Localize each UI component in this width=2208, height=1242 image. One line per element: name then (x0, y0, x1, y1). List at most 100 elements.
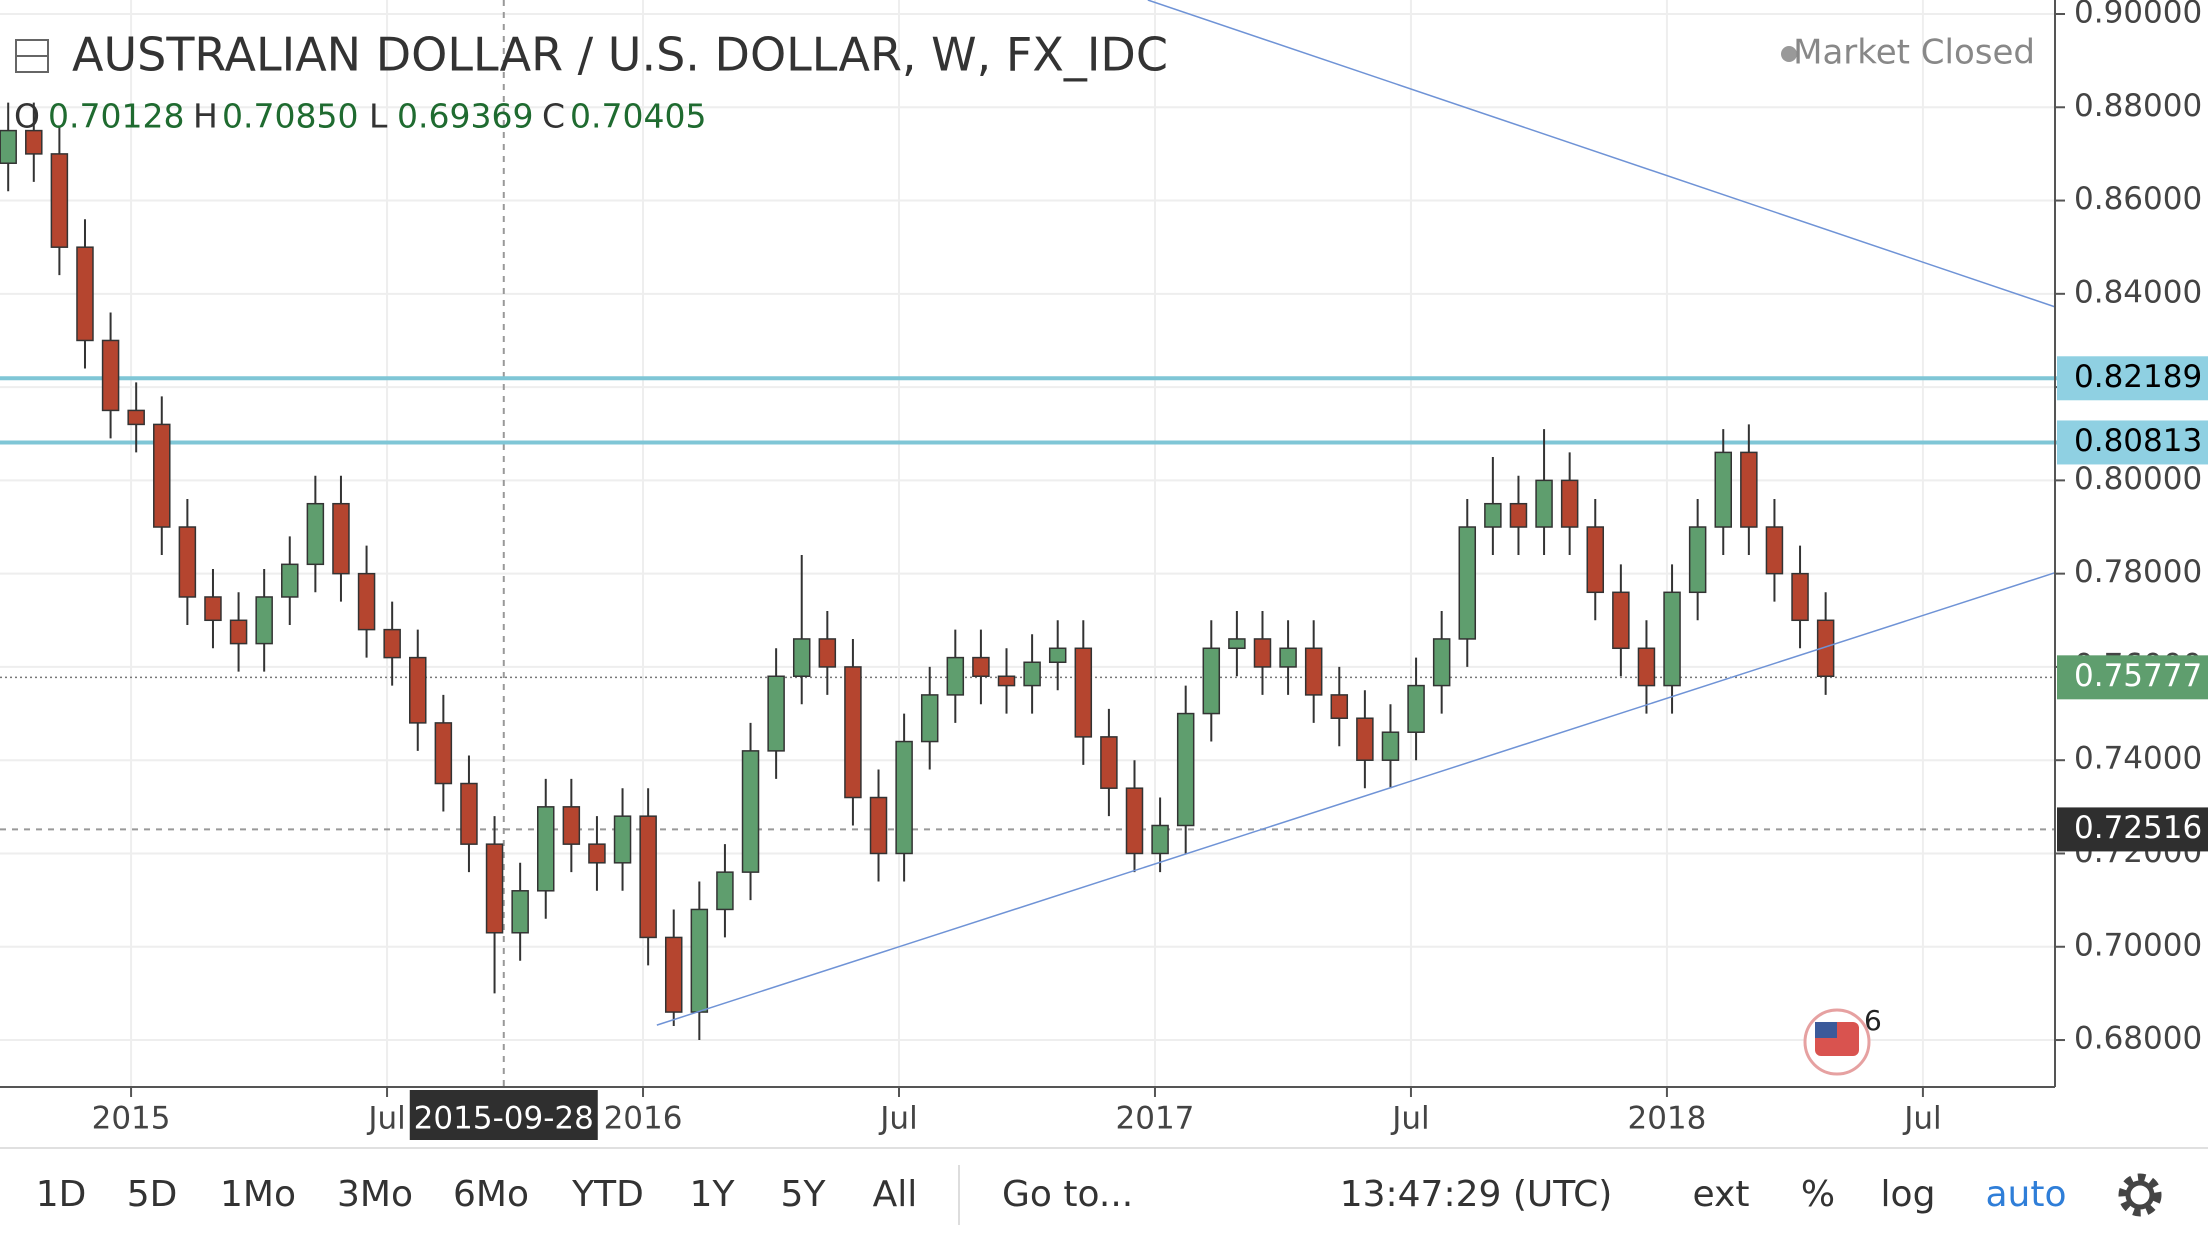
candle-body (127, 409, 145, 426)
candle-body (1074, 647, 1093, 738)
option-button[interactable]: log (1881, 1174, 1936, 1215)
goto-button[interactable]: Go to... (1002, 1174, 1133, 1215)
candle-body (409, 656, 427, 724)
candle-body (1279, 647, 1297, 668)
candle-body (1484, 502, 1502, 528)
candle-body (1228, 638, 1246, 650)
candle-body (972, 656, 990, 678)
last-price-tag: 0.75777 (2074, 658, 2202, 694)
crosshair-date: 2015-09-28 (414, 1101, 594, 1137)
legend-value: 0.70128 (48, 97, 184, 136)
plot (0, 0, 2208, 1087)
ohlc-legend: O 0.70128 H 0.70850 L 0.69369 C 0.70405 (14, 97, 706, 136)
candle-body (306, 502, 325, 566)
option-button[interactable]: auto (1985, 1174, 2066, 1215)
candle-body (1432, 638, 1451, 687)
candle-body (639, 815, 657, 939)
candle-body (0, 129, 17, 164)
option-button[interactable]: % (1801, 1174, 1835, 1215)
clock: 13:47:29 (UTC) (1340, 1174, 1613, 1215)
candle-body (383, 628, 401, 659)
candle-body (357, 572, 376, 631)
y-tick-label: 0.70000 (2074, 927, 2202, 963)
candle-body (1714, 451, 1733, 528)
candle-body (1535, 479, 1553, 528)
candle-body (76, 246, 94, 342)
candle-body (1740, 451, 1758, 528)
candle-body (920, 694, 939, 743)
candle-body (1612, 591, 1630, 650)
x-tick-label: 2015 (92, 1101, 171, 1137)
range-button[interactable]: 6Mo (453, 1174, 529, 1215)
candle-body (869, 796, 888, 855)
candle-body (1125, 787, 1144, 855)
candle-body (1663, 591, 1681, 687)
range-button[interactable]: 1Mo (220, 1174, 296, 1215)
badge-count: 6 (1864, 1004, 1882, 1037)
candle-body (1765, 526, 1784, 575)
range-button[interactable]: 1Y (690, 1174, 736, 1215)
candle-body (1791, 572, 1809, 622)
range-button[interactable]: 1D (36, 1174, 87, 1215)
level-tag: 0.82189 (2074, 359, 2202, 395)
range-button[interactable]: All (873, 1174, 918, 1215)
candle-body (588, 843, 606, 864)
candle-body (101, 339, 120, 412)
candle-body (946, 656, 965, 696)
range-button[interactable]: 5D (127, 1174, 178, 1215)
candle-body (792, 638, 811, 678)
x-tick-label: Jul (1902, 1101, 1941, 1137)
candle-body (716, 871, 734, 911)
range-button[interactable]: 5Y (781, 1174, 827, 1215)
range-button[interactable]: YTD (571, 1174, 644, 1215)
candle-body (997, 675, 1016, 687)
badge-flag-canton (1815, 1022, 1837, 1038)
candle-body (1458, 526, 1477, 640)
candle-body (204, 596, 222, 622)
candle-body (1176, 712, 1195, 827)
candle-body (1560, 479, 1579, 528)
candle-body (25, 129, 43, 155)
candle-body (50, 153, 69, 248)
candle-body (1381, 731, 1400, 761)
candle-body (536, 806, 555, 892)
y-tick-label: 0.90000 (2074, 0, 2202, 30)
candle-body (690, 908, 709, 1013)
trend-line[interactable] (656, 572, 2056, 1026)
candle-body (460, 782, 478, 845)
gear-ring (2125, 1180, 2155, 1210)
legend-value: 0.69369 (397, 97, 533, 136)
market-status: Market Closed (1793, 33, 2035, 73)
candle-body (434, 722, 453, 785)
option-button[interactable]: ext (1693, 1174, 1750, 1215)
legend-key: C (542, 97, 565, 136)
candle-body (485, 843, 504, 934)
settings-gear[interactable] (2118, 1173, 2162, 1217)
x-tick-label: 2017 (1116, 1101, 1195, 1137)
candle-body (741, 750, 760, 873)
gear-teeth[interactable] (2118, 1173, 2162, 1217)
events-badge[interactable]: 6 (1803, 1004, 1882, 1076)
crosshair-price-tag-box (2057, 807, 2208, 852)
x-tick-label: Jul (878, 1101, 917, 1137)
candle-body (281, 563, 299, 598)
toolbar: 1D 5D 1Mo 3Mo 6Mo YTD 1Y 5Y All Go to... 13:47:29 … (36, 1174, 2067, 1215)
candle-body (1100, 736, 1118, 789)
y-tick-label: 0.80000 (2074, 461, 2202, 497)
candle-body (1048, 647, 1067, 664)
trend-line[interactable] (1147, 0, 2056, 308)
level-tag: 0.80813 (2074, 423, 2202, 459)
candle-body (1253, 638, 1272, 668)
candle-body (1816, 619, 1835, 678)
candle-body (1023, 661, 1041, 687)
candle-body (332, 502, 350, 575)
level-tag-box (2057, 420, 2208, 465)
candle-body (178, 526, 197, 598)
range-button[interactable]: 3Mo (337, 1174, 413, 1215)
x-tick-label: 2018 (1627, 1101, 1706, 1137)
candle-body (1688, 526, 1707, 594)
crosshair-price-tag: 0.72516 (2074, 810, 2202, 846)
y-tick-label: 0.74000 (2074, 741, 2202, 777)
